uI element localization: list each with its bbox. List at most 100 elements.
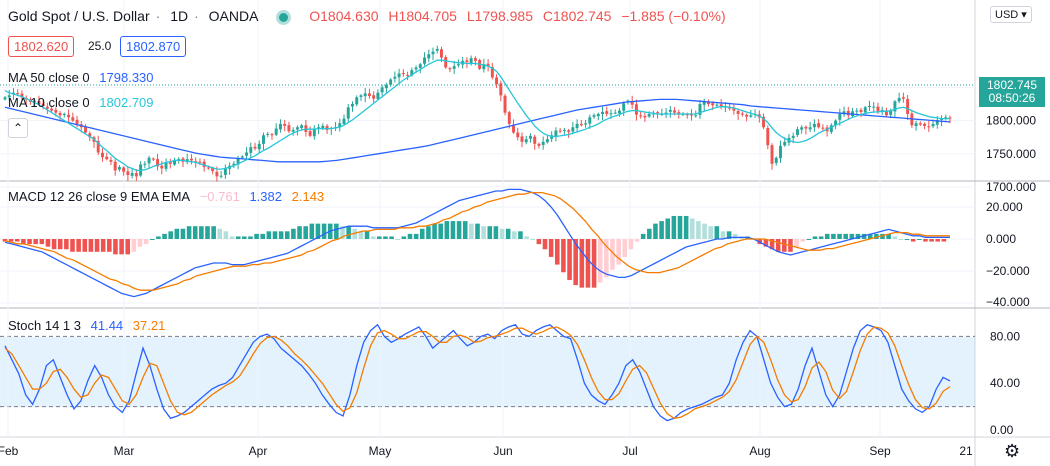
macd-hist-bar [33, 239, 38, 245]
candle-body [846, 110, 850, 116]
candle-body [389, 79, 393, 85]
candle-body [270, 134, 274, 136]
candle-body [75, 119, 79, 124]
candle-body [677, 112, 681, 114]
macd-hist-bar [561, 239, 566, 273]
ma50-legend[interactable]: MA 50 close 0 1798.330 [8, 70, 160, 85]
macd-hist-bar [107, 239, 112, 252]
candle-body [706, 102, 710, 104]
candle-body [859, 109, 863, 112]
sell-button[interactable]: 1802.620 [8, 36, 75, 57]
stoch-legend[interactable]: Stoch 14 1 3 41.44 37.21 [8, 318, 171, 333]
macd-hist-bar [880, 233, 885, 239]
macd-hist-bar [2, 239, 8, 242]
macd-hist-bar [248, 236, 253, 239]
candle-body [490, 66, 494, 78]
macd-hist-bar [186, 226, 192, 239]
candle-body [71, 117, 75, 121]
candle-body [440, 49, 443, 58]
candle-body [54, 109, 58, 113]
candle-body [745, 114, 749, 117]
candle-body [156, 159, 160, 167]
candle-body [537, 143, 541, 146]
candle-body [189, 158, 193, 161]
interval-label[interactable]: 1D [170, 8, 189, 24]
macd-hist-bar [874, 233, 879, 239]
candle-body [732, 107, 736, 111]
candle-body [783, 141, 787, 146]
macd-hist-bar [923, 239, 928, 242]
macd-hist-bar [616, 239, 621, 265]
candle-body [414, 67, 418, 70]
candle-body [393, 76, 397, 79]
currency-button[interactable]: USD ▾ [990, 6, 1032, 23]
candle-body [791, 135, 795, 138]
macd-hist-bar [438, 223, 443, 239]
time-tick-label: 21 [959, 444, 973, 458]
currency-label: USD [995, 9, 1019, 21]
macd-hist-bar [113, 239, 118, 255]
chevron-up-icon: ⌃ [12, 121, 24, 135]
macd-hist-bar [542, 239, 548, 250]
macd-hist-bar [892, 236, 898, 239]
macd-hist-bar [242, 236, 247, 239]
candle-body [884, 110, 888, 116]
macd-hist-bar [419, 228, 425, 239]
collapse-legend-button[interactable]: ⌃ [8, 118, 28, 138]
candle-body [257, 143, 261, 150]
macd-hist-bar [837, 233, 842, 239]
candle-body [812, 123, 816, 128]
ma10-legend[interactable]: MA 10 close 0 1802.709 [8, 95, 160, 110]
macd-hist-bar [156, 236, 161, 239]
candle-body [923, 123, 927, 126]
candle-body [62, 113, 66, 115]
macd-hist-bar [168, 231, 173, 239]
candle-body [520, 136, 524, 142]
macd-hist-bar [775, 239, 781, 252]
macd-hist-bar [413, 233, 419, 239]
candle-body [495, 77, 499, 85]
macd-hist-bar [340, 226, 345, 239]
ma10-label: MA 10 close 0 [8, 95, 90, 110]
candle-body [545, 139, 549, 143]
macd-hist-bar [383, 236, 388, 239]
macd-tick-label: −20.000 [986, 264, 1030, 278]
price-tick-label: 1800.000 [986, 114, 1036, 128]
macd-legend[interactable]: MACD 12 26 close 9 EMA EMA −0.761 1.382 … [8, 189, 330, 204]
candle-body [893, 101, 897, 112]
candle-body [918, 123, 922, 125]
time-tick-label: Aug [749, 444, 770, 458]
candle-body [698, 104, 702, 115]
candle-body [541, 141, 545, 146]
macd-hist-bar [143, 239, 149, 245]
macd-hist-value: −0.761 [199, 189, 240, 204]
candle-body [202, 161, 206, 168]
candle-body [410, 70, 414, 76]
candle-body [795, 129, 799, 136]
candle-body [253, 146, 257, 149]
candle-body [605, 111, 609, 114]
buy-button[interactable]: 1802.870 [120, 36, 187, 57]
candle-body [300, 125, 304, 129]
macd-hist-bar [597, 239, 603, 283]
macd-hist-bar [714, 226, 720, 239]
macd-hist-bar [131, 239, 137, 252]
macd-hist-bar [910, 239, 916, 242]
candle-body [702, 102, 706, 105]
candle-body [647, 113, 651, 117]
macd-hist-bar [297, 226, 302, 239]
candle-body [283, 123, 287, 126]
macd-hist-bar [567, 239, 572, 280]
macd-hist-bar [321, 223, 327, 239]
candle-body [100, 152, 104, 158]
macd-hist-bar [21, 239, 26, 245]
candle-body [143, 163, 147, 165]
symbol-name[interactable]: Gold Spot / U.S. Dollar [8, 8, 150, 24]
gear-icon[interactable]: ⚙ [1004, 441, 1021, 461]
ma50-label: MA 50 close 0 [8, 70, 90, 85]
candle-body [512, 124, 515, 133]
candle-body [889, 110, 893, 115]
candle-body [507, 112, 511, 124]
candle-body [122, 167, 126, 172]
